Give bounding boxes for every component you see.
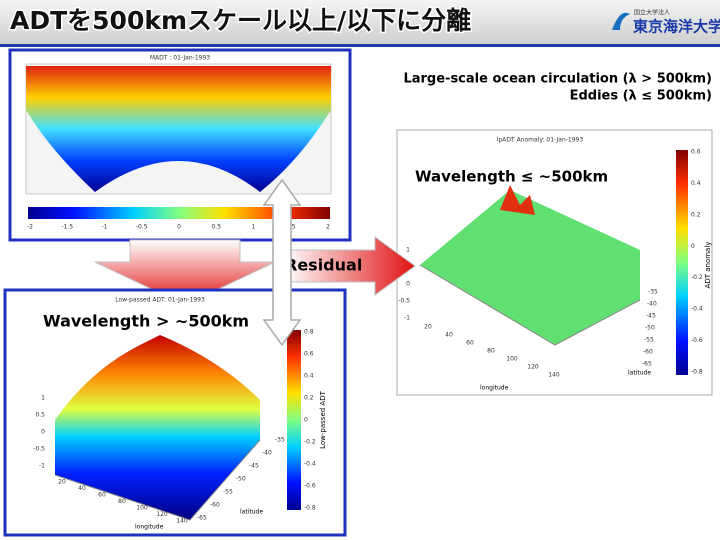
double-arrow xyxy=(262,178,302,347)
x-tick: 120 xyxy=(156,511,168,518)
x-tick: 40 xyxy=(78,485,86,492)
x-tick: 20 xyxy=(424,324,432,331)
z-tick: 1 xyxy=(41,395,45,402)
residual-title: lpADT Anomaly: 01-Jan-1993 xyxy=(497,137,584,144)
header-bar xyxy=(0,0,720,44)
y-tick: -60 xyxy=(643,349,653,356)
residual-colorbar xyxy=(676,150,688,375)
y-tick: -55 xyxy=(644,337,654,344)
title: ADTを500kmスケール以上/以下に分離 xyxy=(10,6,471,35)
colorbar-tick: 2 xyxy=(326,224,330,231)
y-tick: -50 xyxy=(645,325,655,332)
header-rule xyxy=(0,44,720,47)
colorbar-tick: -0.5 xyxy=(136,224,148,231)
residual-xlabel: longitude xyxy=(480,385,509,392)
y-tick: -65 xyxy=(197,515,207,522)
lowpass-caption: Wavelength > ~500km xyxy=(43,312,249,331)
residual-base xyxy=(419,264,641,346)
colorbar-tick: -0.4 xyxy=(304,461,316,468)
colorbar-tick: 0.8 xyxy=(304,329,314,336)
lowpass-zlabel: Low-passed ADT xyxy=(319,390,327,448)
residual-peak xyxy=(500,185,535,215)
z-tick: 0.5 xyxy=(35,412,45,419)
colorbar-tick: 0.6 xyxy=(304,351,314,358)
colorbar-tick: 0.5 xyxy=(211,224,221,231)
logo: 東京海洋大学 xyxy=(633,18,720,36)
logo-small: 国立大学法人 xyxy=(634,9,670,17)
note-large: Large-scale ocean circulation (λ > 500km… xyxy=(403,72,712,87)
y-tick: -45 xyxy=(646,313,656,320)
colorbar-tick: 0.6 xyxy=(691,149,701,156)
x-tick: 140 xyxy=(548,372,560,379)
residual-arrow xyxy=(284,236,416,296)
lowpass-colorbar xyxy=(287,330,301,510)
colorbar-tick: -2 xyxy=(27,224,33,231)
map-title: MADT : 01-Jan-1993 xyxy=(150,55,210,62)
y-tick: -40 xyxy=(262,450,272,457)
x-tick: 20 xyxy=(58,479,66,486)
lowpass-ylabel: latitude xyxy=(240,509,263,516)
residual-caption: Wavelength ≤ ~500km xyxy=(415,168,608,186)
colorbar-tick: 0.2 xyxy=(691,211,701,218)
y-tick: -40 xyxy=(647,301,657,308)
x-tick: 40 xyxy=(445,332,453,339)
y-tick: -55 xyxy=(223,489,233,496)
colorbar-tick: -0.6 xyxy=(304,483,316,490)
colorbar-tick: 0 xyxy=(691,243,695,250)
x-tick: 120 xyxy=(527,364,539,371)
colorbar-tick: -0.8 xyxy=(691,369,703,376)
z-tick: -1 xyxy=(39,463,45,470)
colorbar-tick: -0.2 xyxy=(691,274,703,281)
y-tick: -65 xyxy=(642,361,652,368)
residual-arrow-label: Residual xyxy=(285,256,362,275)
x-tick: 100 xyxy=(506,356,518,363)
residual-surface xyxy=(420,190,640,345)
z-tick: 0 xyxy=(406,281,410,288)
y-tick: -35 xyxy=(275,437,285,444)
y-tick: -35 xyxy=(648,289,658,296)
colorbar-tick: 0 xyxy=(177,224,181,231)
x-tick: 80 xyxy=(487,348,495,355)
lowpass-title: Low-passed ADT: 01-Jan-1993 xyxy=(115,297,205,304)
colorbar-tick: -1 xyxy=(102,224,108,231)
x-tick: 100 xyxy=(136,505,148,512)
x-tick: 80 xyxy=(118,498,126,505)
colorbar-tick: 0 xyxy=(304,417,308,424)
colorbar-tick: 1 xyxy=(252,224,256,231)
colorbar-tick: -1.5 xyxy=(61,224,73,231)
note-eddies: Eddies (λ ≤ 500km) xyxy=(570,89,712,104)
colorbar-tick: -0.4 xyxy=(691,306,703,313)
x-tick: 60 xyxy=(466,340,474,347)
z-tick: -0.5 xyxy=(398,298,410,305)
colorbar-tick: -0.8 xyxy=(304,505,316,512)
z-tick: -1 xyxy=(404,315,410,322)
x-tick: 60 xyxy=(98,492,106,499)
residual-zlabel: ADT anomaly xyxy=(704,242,712,289)
z-tick: 0 xyxy=(41,429,45,436)
y-tick: -45 xyxy=(249,463,259,470)
colorbar-tick: 0.4 xyxy=(691,180,701,187)
z-tick: 1 xyxy=(406,247,410,254)
colorbar-tick: 0.4 xyxy=(304,373,314,380)
lowpass-base xyxy=(54,439,261,521)
y-tick: -60 xyxy=(210,502,220,509)
lowpass-xlabel: longitude xyxy=(135,524,164,531)
colorbar-tick: -0.2 xyxy=(304,439,316,446)
x-tick: 140 xyxy=(176,518,188,525)
logo-mark xyxy=(612,12,630,30)
y-tick: -50 xyxy=(236,476,246,483)
lowpass-surface xyxy=(55,335,260,520)
down-arrow xyxy=(94,239,276,306)
map-colorbar xyxy=(28,207,330,219)
z-tick: -0.5 xyxy=(33,446,45,453)
map-field xyxy=(26,66,331,192)
colorbar-tick: -0.6 xyxy=(691,337,703,344)
residual-ylabel: latitude xyxy=(628,370,651,377)
colorbar-tick: 0.2 xyxy=(304,395,314,402)
